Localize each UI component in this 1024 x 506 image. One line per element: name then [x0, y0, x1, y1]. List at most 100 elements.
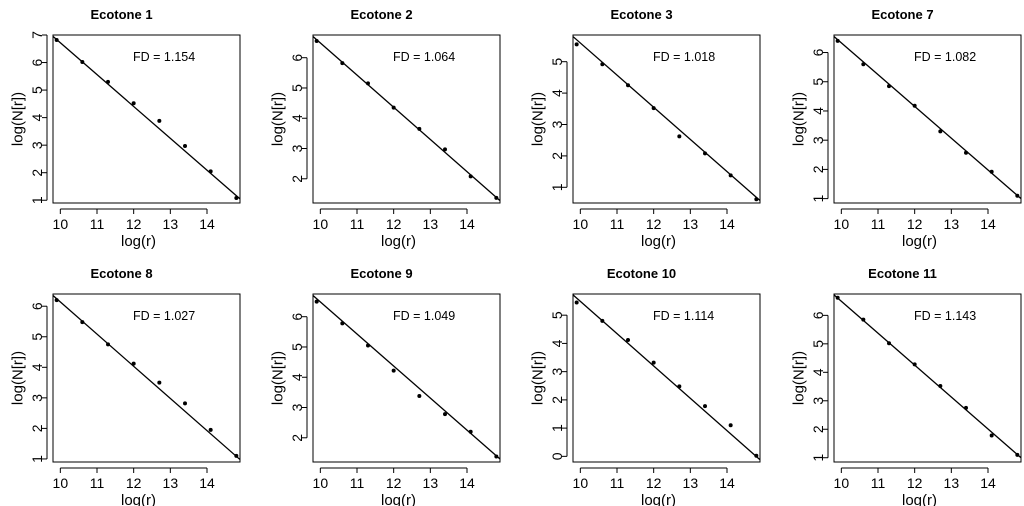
- y-axis-label: log(N[r]): [270, 351, 287, 405]
- x-axis-label: log(r): [902, 492, 937, 506]
- x-axis-label: log(r): [641, 233, 676, 250]
- y-axis-label: log(N[r]): [10, 351, 27, 405]
- x-tick-label: 12: [126, 216, 142, 232]
- data-point: [728, 423, 733, 428]
- data-point: [80, 59, 85, 64]
- data-point: [835, 38, 840, 43]
- x-axis-label: log(r): [381, 233, 416, 250]
- y-tick-label: 2: [810, 165, 826, 173]
- x-tick-label: 12: [646, 475, 662, 491]
- panel-title: Ecotone 9: [350, 266, 412, 281]
- y-tick-label: 4: [810, 107, 826, 115]
- panel-title: Ecotone 3: [610, 7, 672, 22]
- data-point: [314, 39, 319, 44]
- plot-frame: [572, 34, 761, 204]
- data-point: [754, 453, 759, 458]
- y-tick-label: 3: [549, 120, 565, 128]
- x-tick-label: 11: [871, 475, 886, 491]
- plot-frame: [312, 293, 501, 463]
- x-tick-label: 11: [350, 475, 365, 491]
- y-tick-label: 2: [549, 396, 565, 404]
- data-point: [391, 105, 396, 110]
- x-tick-label: 13: [163, 475, 179, 491]
- panel-3: Ecotone 310 11 12 13 14log(r)12345log(N[r])F…: [530, 7, 761, 250]
- x-tick-label: 11: [90, 216, 105, 232]
- x-tick-label: 10: [573, 475, 589, 491]
- y-tick-label: 6: [810, 48, 826, 56]
- x-tick-label: 12: [386, 216, 402, 232]
- y-tick-label: 5: [289, 343, 305, 351]
- plot-frame: [572, 293, 761, 463]
- data-point: [600, 62, 605, 67]
- data-point: [183, 401, 187, 406]
- x-tick-label: 11: [90, 475, 105, 491]
- panel-4: Ecotone 710 11 12 13 14log(r)123456log(N[r])…: [791, 7, 1022, 250]
- x-tick-label: 10: [313, 475, 329, 491]
- x-tick-label: 13: [944, 216, 960, 232]
- fractal-dimension-annotation: FD = 1.027: [133, 309, 195, 323]
- y-tick-label: 3: [810, 136, 826, 144]
- data-point: [131, 361, 136, 366]
- data-point: [989, 169, 994, 174]
- x-tick-label: 10: [53, 475, 69, 491]
- data-point: [861, 62, 866, 67]
- data-point: [468, 174, 473, 179]
- x-tick-label: 14: [199, 216, 215, 232]
- x-tick-label: 12: [907, 475, 923, 491]
- y-tick-label: 5: [810, 78, 826, 86]
- plot-frame: [52, 34, 241, 204]
- fractal-dimension-annotation: FD = 1.082: [914, 50, 976, 64]
- x-tick-label: 14: [719, 475, 735, 491]
- x-tick-label: 13: [683, 475, 699, 491]
- data-point: [574, 42, 579, 47]
- y-tick-label: 1: [810, 454, 826, 462]
- data-point: [131, 101, 136, 106]
- y-tick-label: 0: [549, 452, 565, 460]
- x-axis-label: log(r): [641, 492, 676, 506]
- fractal-dimension-annotation: FD = 1.114: [653, 309, 714, 323]
- panel-title: Ecotone 1: [90, 7, 152, 22]
- x-tick-label: 14: [459, 216, 475, 232]
- y-tick-label: 3: [289, 403, 305, 411]
- data-point: [651, 106, 656, 111]
- x-axis-label: log(r): [121, 492, 156, 506]
- y-axis-label: log(N[r]): [791, 92, 808, 146]
- y-tick-label: 3: [289, 144, 305, 152]
- x-tick-label: 10: [313, 216, 329, 232]
- y-tick-label: 6: [29, 58, 45, 66]
- x-tick-label: 14: [719, 216, 735, 232]
- y-tick-label: 3: [29, 394, 45, 402]
- x-tick-label: 13: [163, 216, 179, 232]
- y-tick-label: 3: [29, 141, 45, 149]
- y-tick-label: 5: [289, 84, 305, 92]
- y-tick-label: 1: [810, 195, 826, 203]
- y-tick-label: 1: [549, 183, 565, 191]
- data-point: [1015, 452, 1020, 457]
- data-point: [989, 433, 994, 438]
- x-tick-label: 13: [423, 216, 439, 232]
- data-point: [887, 84, 891, 89]
- x-tick-label: 11: [610, 475, 625, 491]
- data-point: [964, 405, 968, 410]
- y-tick-label: 5: [29, 86, 45, 94]
- fractal-dimension-annotation: FD = 1.154: [133, 50, 195, 64]
- y-tick-label: 6: [810, 311, 826, 319]
- x-tick-label: 13: [944, 475, 960, 491]
- data-point: [938, 383, 943, 388]
- y-tick-label: 5: [810, 340, 826, 348]
- data-point: [861, 317, 866, 322]
- y-tick-label: 1: [29, 455, 45, 463]
- data-point: [703, 151, 707, 156]
- panel-title: Ecotone 10: [607, 266, 676, 281]
- data-point: [1015, 193, 1020, 198]
- panel-title: Ecotone 7: [871, 7, 933, 22]
- data-point: [314, 299, 319, 304]
- data-point: [366, 81, 370, 86]
- data-point: [835, 295, 840, 300]
- data-point: [106, 342, 110, 347]
- data-point: [964, 150, 968, 155]
- x-axis-label: log(r): [381, 492, 416, 506]
